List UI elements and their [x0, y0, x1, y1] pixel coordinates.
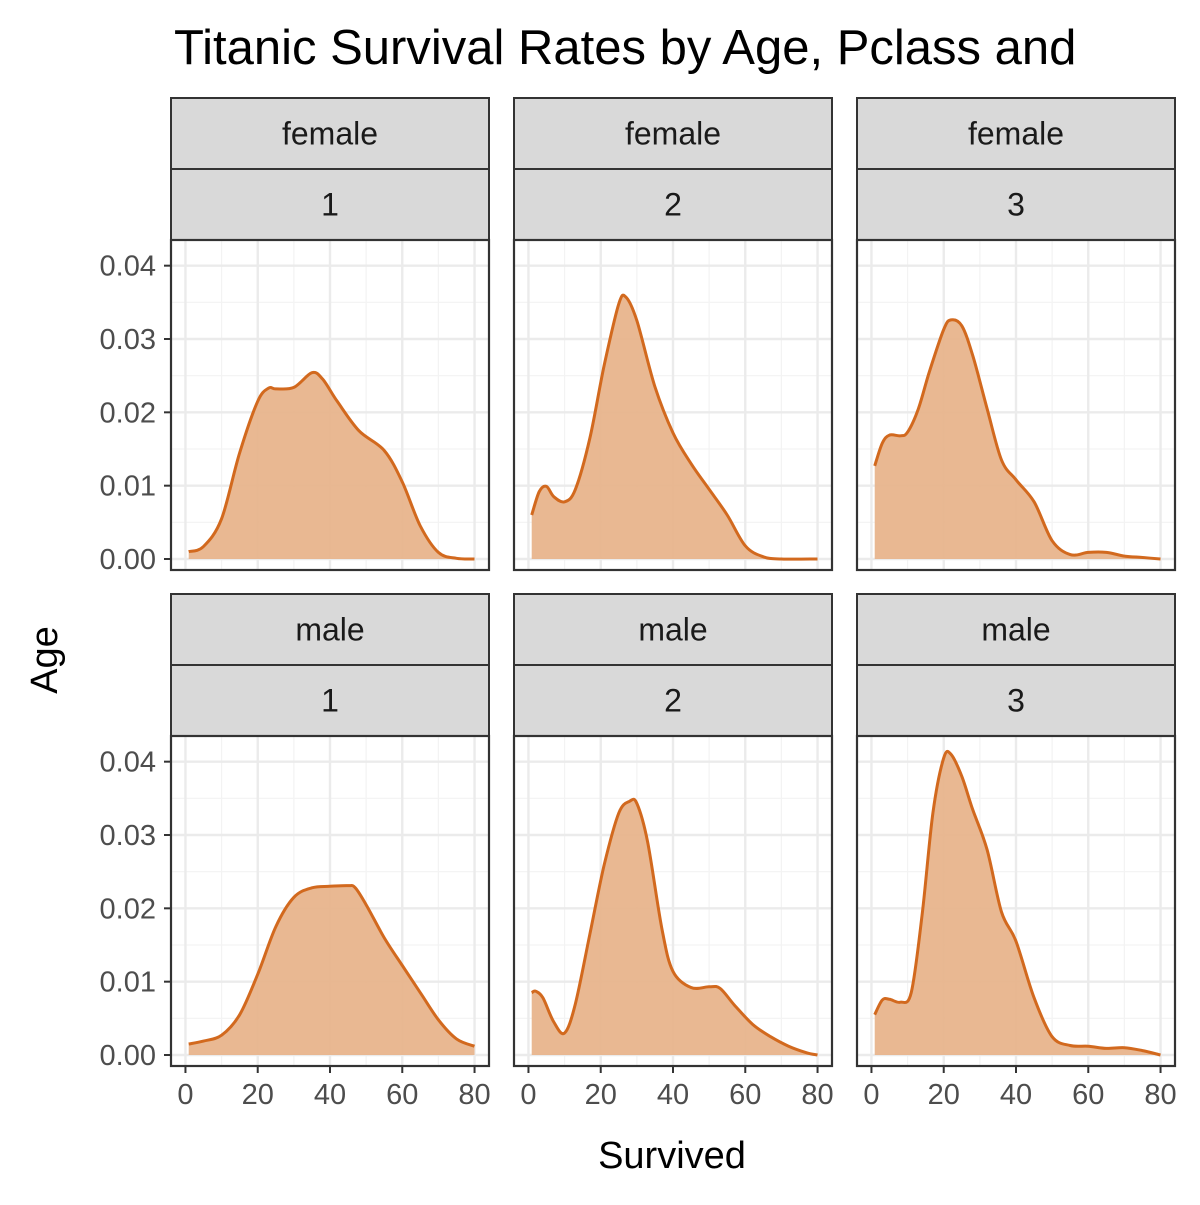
density-line [188, 884, 476, 1048]
density-area [531, 295, 818, 560]
facet-panel: female 2 [512, 97, 834, 572]
strip-sex-label: male [638, 612, 707, 648]
density-line [873, 749, 1161, 1057]
strip-sex-label: male [981, 612, 1050, 648]
strip-sex-label: female [968, 116, 1064, 152]
x-tick-label: 0 [520, 1079, 536, 1111]
strip-sex-label: male [295, 612, 364, 648]
density-line [530, 797, 818, 1057]
strip-sex-label: female [625, 116, 721, 152]
x-tick-label: 40 [657, 1079, 689, 1111]
x-tick-label: 0 [863, 1079, 879, 1111]
strip-pclass-label: 3 [1007, 187, 1025, 223]
strip-sex-box [856, 97, 1176, 170]
chart-title: Titanic Survival Rates by Age, Pclass an… [174, 21, 1076, 75]
strip-pclass-box [170, 168, 490, 241]
y-tick-label: 0.04 [100, 747, 156, 779]
facet-panel: female 1 0.00 0.01 0.02 0.03 0.04 [100, 97, 491, 576]
x-tick-label: 20 [242, 1079, 274, 1111]
y-tick-label: 0.00 [100, 1040, 156, 1072]
strip-sex-label: female [282, 116, 378, 152]
density-area [874, 751, 1161, 1055]
strip-pclass-label: 1 [321, 683, 339, 719]
density-area [188, 372, 475, 560]
facet-panel: male 1 0.00 0.01 0.02 0.03 0.04 0 20 40 60 80 [100, 593, 491, 1111]
strip-pclass-label: 1 [321, 187, 339, 223]
panel-border [169, 238, 491, 572]
x-tick-label: 80 [1144, 1079, 1176, 1111]
facet-panel: male 3 0 20 40 60 80 [855, 593, 1177, 1111]
panel-border [512, 238, 834, 572]
y-tick-label: 0.04 [100, 251, 156, 283]
strip-sex-box [513, 593, 833, 666]
x-tick-label: 60 [386, 1079, 418, 1111]
strip-pclass-box [513, 664, 833, 737]
x-tick-label: 60 [729, 1079, 761, 1111]
density-area [188, 885, 475, 1055]
strip-pclass-label: 2 [664, 683, 682, 719]
facet-panels: female10.000.010.020.030.04female2female… [100, 97, 1177, 1111]
x-tick-label: 40 [314, 1079, 346, 1111]
panel-border [855, 238, 1177, 572]
x-tick-label: 20 [928, 1079, 960, 1111]
x-tick-label: 80 [458, 1079, 490, 1111]
strip-pclass-box [856, 664, 1176, 737]
y-tick-label: 0.02 [100, 397, 156, 429]
x-tick-label: 20 [585, 1079, 617, 1111]
strip-sex-box [856, 593, 1176, 666]
y-tick-label: 0.03 [100, 324, 156, 356]
y-tick-label: 0.02 [100, 893, 156, 925]
strip-sex-box [513, 97, 833, 170]
strip-sex-box [170, 97, 490, 170]
strip-pclass-label: 2 [664, 187, 682, 223]
y-tick-label: 0.03 [100, 820, 156, 852]
x-tick-label: 80 [801, 1079, 833, 1111]
x-axis-title: Survived [598, 1135, 746, 1177]
y-tick-label: 0.01 [100, 471, 156, 503]
density-area [874, 319, 1161, 559]
strip-pclass-label: 3 [1007, 683, 1025, 719]
x-tick-label: 0 [177, 1079, 193, 1111]
y-tick-label: 0.00 [100, 544, 156, 576]
y-axis-title: Age [24, 626, 66, 694]
x-tick-label: 40 [1000, 1079, 1032, 1111]
strip-sex-box [170, 593, 490, 666]
density-line [530, 293, 818, 561]
strip-pclass-box [856, 168, 1176, 241]
density-line [873, 318, 1161, 561]
facet-panel: female 3 [855, 97, 1177, 572]
density-area [531, 799, 818, 1055]
density-line [188, 370, 475, 561]
x-tick-label: 60 [1072, 1079, 1104, 1111]
y-tick-label: 0.01 [100, 967, 156, 999]
